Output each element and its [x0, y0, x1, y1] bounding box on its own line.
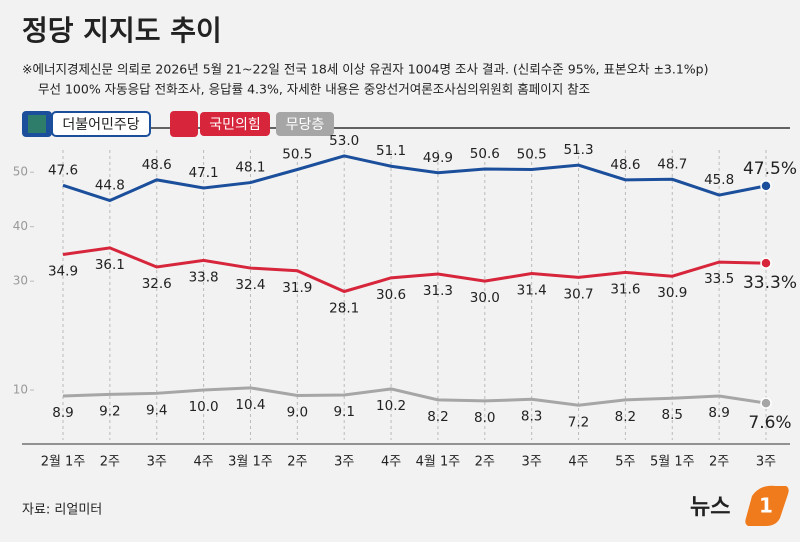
data-label: 44.8 [95, 178, 125, 194]
data-label: 32.4 [235, 277, 265, 293]
legend-item: 더불어민주당 [22, 111, 151, 137]
data-label: 51.3 [564, 142, 594, 158]
y-tick-label: 40 [13, 219, 28, 233]
y-tick-label: 10 [13, 383, 28, 397]
data-label: 9.0 [287, 404, 308, 420]
x-tick-label: 3주 [334, 455, 354, 470]
data-label: 31.9 [282, 280, 312, 296]
data-label: 48.7 [657, 156, 687, 172]
series-line [62, 386, 767, 407]
end-marker [760, 257, 772, 269]
data-label: 32.6 [142, 276, 172, 292]
data-label: 49.9 [423, 150, 453, 166]
y-tick-label: 30 [13, 274, 28, 288]
logo: 뉴스 1 [690, 485, 789, 526]
data-label: 47.5% [743, 159, 797, 179]
end-marker [760, 180, 772, 192]
x-tick-label: 4주 [381, 455, 401, 470]
data-label: 9.4 [146, 402, 167, 418]
data-label: 47.1 [189, 165, 219, 181]
data-label: 30.6 [376, 287, 406, 303]
data-label: 30.9 [657, 285, 687, 301]
data-label: 9.1 [333, 404, 354, 420]
data-label: 33.8 [189, 269, 219, 285]
x-tick-label: 2주 [709, 455, 729, 470]
data-label: 48.6 [610, 157, 640, 173]
legend-label: 국민의힘 [209, 117, 261, 133]
data-label: 7.6% [748, 413, 791, 433]
logo-text: 1 [759, 494, 773, 518]
logo-badge [745, 485, 789, 526]
x-tick-label: 2주 [100, 455, 120, 470]
data-label: 10.0 [189, 399, 219, 415]
data-label: 47.6 [48, 162, 78, 178]
source: 자료: 리얼미터 [22, 503, 102, 518]
legend-label: 더불어민주당 [62, 117, 139, 133]
data-label: 9.2 [99, 403, 120, 419]
x-tick-label: 4주 [193, 455, 213, 470]
data-label: 31.6 [610, 281, 640, 297]
logo-text: 뉴스 [690, 495, 730, 520]
data-label: 50.6 [470, 146, 500, 162]
legend-box [51, 111, 151, 137]
data-label: 28.1 [329, 300, 359, 316]
y-tick-label: 50 [13, 165, 28, 179]
data-label: 48.1 [235, 160, 265, 176]
data-label: 8.2 [427, 409, 448, 425]
data-label: 30.0 [470, 290, 500, 306]
data-label: 8.5 [662, 407, 683, 423]
legend-icon [28, 115, 46, 133]
x-tick-label: 2월 1주 [41, 455, 86, 470]
data-label: 53.0 [329, 133, 359, 149]
data-label: 50.5 [517, 147, 547, 163]
end-marker [760, 397, 772, 409]
x-tick-label: 3주 [147, 455, 167, 470]
x-tick-label: 3주 [522, 455, 542, 470]
data-label: 10.2 [376, 398, 406, 414]
x-tick-label: 4월 1주 [416, 455, 461, 470]
series-line [62, 246, 767, 294]
data-label: 30.7 [564, 286, 594, 302]
x-tick-label: 2주 [287, 455, 307, 470]
data-label: 8.9 [52, 405, 73, 421]
data-label: 50.5 [282, 147, 312, 163]
data-label: 36.1 [95, 257, 125, 273]
subtitle: 무선 100% 자동응답 전화조사, 응답률 4.3%, 자세한 내용은 중앙선… [38, 82, 590, 97]
subtitle: ※에너지경제신문 의뢰로 2026년 5월 21~22일 전국 18세 이상 유… [22, 62, 709, 77]
data-label: 10.4 [235, 397, 265, 413]
x-tick-label: 3월 1주 [228, 455, 273, 470]
data-label: 7.2 [568, 414, 589, 430]
legend-item: 국민의힘 [170, 111, 270, 137]
data-label: 48.6 [142, 157, 172, 173]
data-label: 33.3% [743, 273, 797, 293]
series-line [62, 154, 767, 203]
legend-label: 무당층 [286, 117, 325, 133]
legend-box [200, 112, 270, 136]
x-tick-label: 2주 [475, 455, 495, 470]
x-tick-label: 3주 [756, 455, 776, 470]
x-tick-label: 4주 [568, 455, 588, 470]
data-label: 45.8 [704, 172, 734, 188]
legend-item: 무당층 [276, 112, 334, 136]
data-label: 8.9 [708, 405, 729, 421]
data-label: 31.4 [517, 283, 547, 299]
data-label: 34.9 [48, 263, 78, 279]
legend-icon [170, 111, 198, 137]
data-label: 51.1 [376, 143, 406, 159]
data-label: 33.5 [704, 271, 734, 287]
chart-title: 정당 지지도 추이 [22, 14, 222, 47]
data-label: 31.3 [423, 283, 453, 299]
legend-box [276, 112, 334, 136]
data-label: 8.0 [474, 410, 495, 426]
data-label: 8.2 [615, 409, 636, 425]
x-tick-label: 5월 1주 [650, 455, 695, 470]
x-tick-label: 5주 [615, 455, 635, 470]
data-label: 8.3 [521, 408, 542, 424]
